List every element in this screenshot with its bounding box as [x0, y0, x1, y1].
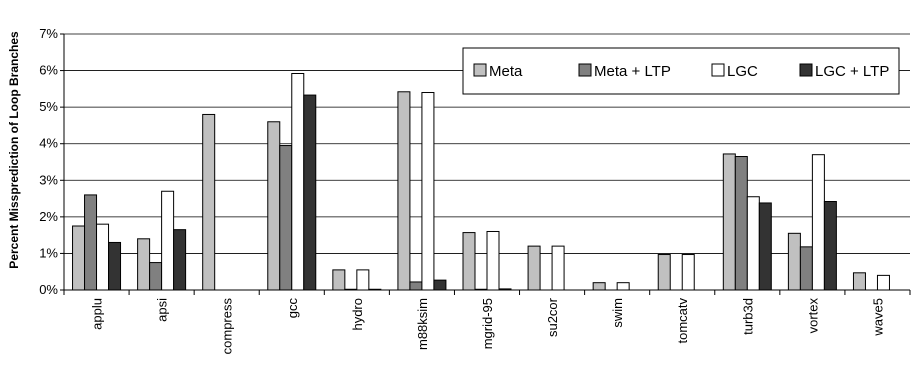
- bar-vortex-3: [823, 200, 837, 291]
- legend-box: [462, 47, 900, 95]
- y-axis-title: Percent Missprediction of Loop Branches: [7, 31, 21, 269]
- bar-su2cor-2: [551, 245, 565, 291]
- bar-m88ksim-3: [433, 279, 447, 291]
- bar-gcc-0: [267, 121, 281, 291]
- bar-m88ksim-2: [421, 92, 435, 291]
- y-tick-label: 4%: [39, 136, 58, 151]
- x-tick-label-tomcatv: tomcatv: [675, 298, 690, 344]
- bar-applu-2: [96, 223, 110, 291]
- x-tick-label-hydro: hydro: [350, 298, 365, 331]
- bar-compress-0: [202, 113, 216, 291]
- bar-mgrid-95-2: [486, 230, 500, 291]
- bar-swim-2: [616, 282, 630, 291]
- y-tick-label: 5%: [39, 99, 58, 114]
- bar-vortex-0: [787, 232, 801, 291]
- x-tick-label-compress: compress: [220, 298, 235, 355]
- bar-turb3d-3: [758, 202, 772, 291]
- y-tick-label: 0%: [39, 282, 58, 297]
- x-tick-label-mgrid-95: mgrid-95: [480, 298, 495, 349]
- x-tick-label-apsi: apsi: [155, 298, 170, 322]
- legend-label-3: LGC + LTP: [815, 63, 889, 80]
- bar-wave5-0: [852, 272, 866, 291]
- x-tick-label-turb3d: turb3d: [740, 298, 755, 335]
- bar-gcc-2: [291, 72, 305, 291]
- bar-apsi-3: [173, 229, 187, 291]
- bar-apsi-0: [137, 238, 151, 291]
- legend-swatch-3: [799, 63, 813, 77]
- bars: [72, 72, 890, 291]
- bar-su2cor-0: [527, 245, 541, 291]
- bar-hydro-0: [332, 269, 346, 291]
- bar-m88ksim-1: [409, 281, 423, 291]
- bar-mgrid-95-0: [462, 232, 476, 291]
- x-tick-label-wave5: wave5: [870, 298, 885, 337]
- bar-applu-3: [108, 241, 122, 291]
- bar-gcc-3: [303, 94, 317, 291]
- bar-vortex-1: [799, 246, 813, 291]
- legend-swatch-0: [473, 63, 487, 77]
- x-tick-label-vortex: vortex: [805, 298, 820, 334]
- bar-gcc-1: [279, 145, 293, 291]
- bar-apsi-1: [149, 262, 163, 291]
- bar-wave5-2: [876, 274, 890, 291]
- legend-label-0: Meta: [489, 63, 523, 80]
- bar-tomcatv-2: [681, 254, 695, 291]
- bar-apsi-2: [161, 190, 175, 291]
- axes: 0% 1% 2% 3% 4% 5% 6% 7% applu apsi compress gcc hydr…: [39, 26, 911, 355]
- x-tick-label-su2cor: su2cor: [545, 297, 560, 337]
- y-tick-label: 3%: [39, 172, 58, 187]
- bar-m88ksim-0: [397, 91, 411, 291]
- legend-swatch-1: [578, 63, 592, 77]
- bar-turb3d-2: [746, 196, 760, 291]
- y-tick-label: 2%: [39, 209, 58, 224]
- x-tick-label-swim: swim: [610, 298, 625, 328]
- bar-turb3d-0: [722, 153, 736, 291]
- legend: Meta Meta + LTP LGC LGC + LTP: [462, 47, 900, 95]
- bar-vortex-2: [811, 154, 825, 291]
- legend-label-2: LGC: [727, 63, 758, 80]
- bar-turb3d-1: [734, 156, 748, 291]
- y-tick-label: 1%: [39, 245, 58, 260]
- x-tick-label-m88ksim: m88ksim: [415, 298, 430, 350]
- x-tick-label-applu: applu: [90, 298, 105, 330]
- legend-swatch-2: [711, 63, 725, 77]
- y-tick-label: 7%: [39, 26, 58, 41]
- bar-tomcatv-0: [657, 254, 671, 291]
- bar-swim-0: [592, 282, 606, 291]
- x-tick-label-gcc: gcc: [285, 298, 300, 319]
- bar-hydro-2: [356, 269, 370, 291]
- legend-label-1: Meta + LTP: [594, 63, 671, 80]
- y-tick-label: 6%: [39, 63, 58, 78]
- bar-applu-0: [72, 225, 86, 291]
- bar-applu-1: [84, 194, 98, 291]
